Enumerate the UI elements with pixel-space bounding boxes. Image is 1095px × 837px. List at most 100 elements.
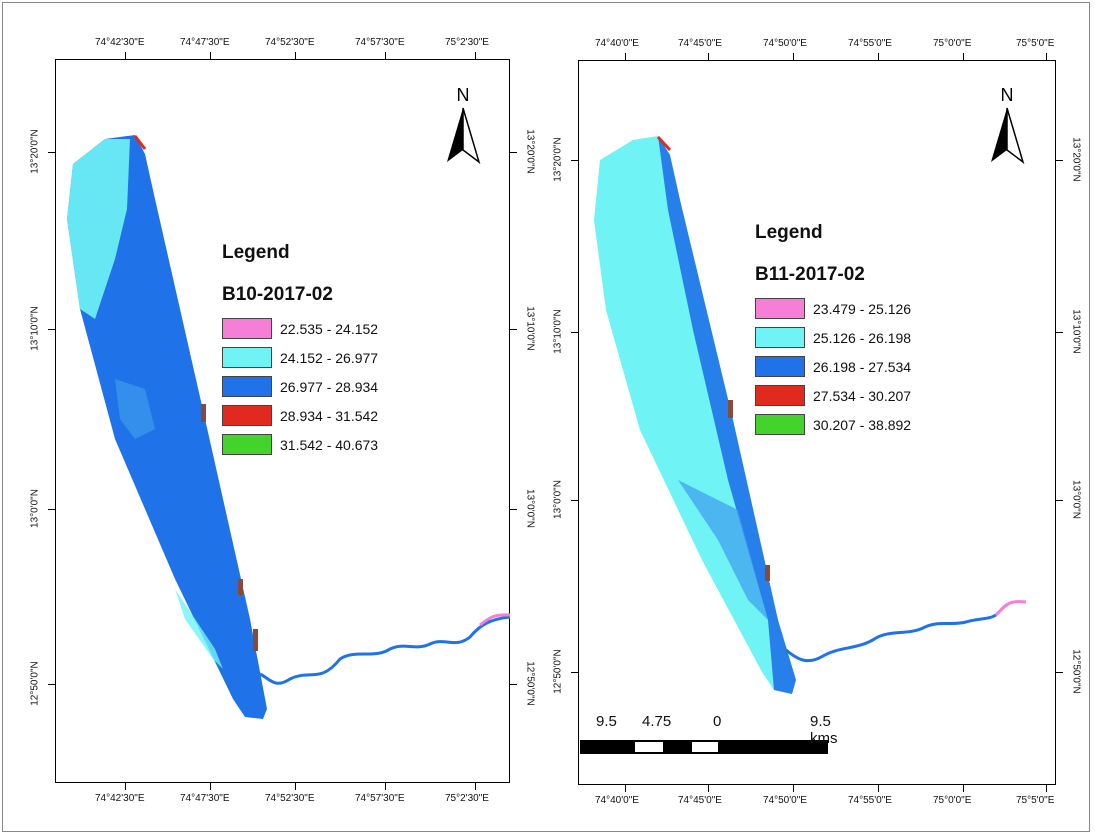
scale-label: 9.5 [596,713,617,730]
legend-row: 24.152 - 26.977 [222,343,378,372]
shore-warm [133,135,147,150]
longitude-label: 74°57'30"E [355,793,405,804]
legend-title: Legend [755,222,823,243]
scale-label: 0 [713,713,722,730]
longitude-label: 74°47'30"E [180,37,230,48]
legend-b11: Legend B11-2017-02 23.479 - 25.126 25.126… [755,222,911,439]
legend-row: 28.934 - 31.542 [222,401,378,430]
legend-range-label: 28.934 - 31.542 [280,407,379,424]
river [785,613,997,663]
graticule-tick [210,52,211,59]
graticule-tick [1056,332,1063,333]
longitude-label: 74°57'30"E [355,37,405,48]
legend-swatch [222,434,272,455]
longitude-label: 74°45'0"E [678,795,722,806]
scale-label: 9.5 kms [810,713,838,747]
legend-row: 26.977 - 28.934 [222,372,378,401]
longitude-label: 75°0'0"E [933,795,972,806]
graticule-tick [708,785,709,792]
latitude-label: 13°20'0"N [552,137,564,182]
graticule-tick [510,509,517,510]
latitude-label: 13°10'0"N [29,306,41,351]
graticule-tick [571,332,578,333]
water-dark-edge [658,136,796,694]
legend-row: 30.207 - 38.892 [755,410,911,439]
legend-range-label: 26.977 - 28.934 [280,378,379,395]
longitude-label: 74°50'0"E [763,795,807,806]
water-light-patch [175,589,223,669]
legend-range-label: 24.152 - 26.977 [280,349,379,366]
legend-range-label: 27.534 - 30.207 [813,387,912,404]
north-arrow-icon [991,107,1025,164]
graticule-tick [475,52,476,59]
longitude-label: 75°5'0"E [1016,795,1055,806]
shore-warm [656,135,672,152]
legend-swatch [222,347,272,368]
legend-subtitle: B10-2017-02 [222,284,333,305]
longitude-label: 74°40'0"E [595,795,639,806]
graticule-tick [625,785,626,792]
graticule-tick [793,785,794,792]
longitude-label: 74°47'30"E [180,793,230,804]
graticule-tick [963,53,964,60]
scale-label: 4.75 [642,713,672,730]
river [259,615,510,685]
legend-row: 31.542 - 40.673 [222,430,378,459]
shore-warm [201,404,206,422]
legend-b10: Legend B10-2017-02 22.535 - 24.152 24.152… [222,242,378,459]
graticule-tick [1056,500,1063,501]
graticule-tick [1046,785,1047,792]
scale-bar: 9.5 4.75 0 9.5 kms [580,713,838,758]
longitude-label: 75°0'0"E [933,38,972,49]
latitude-label: 13°0'0"N [552,480,564,519]
legend-row: 27.534 - 30.207 [755,381,911,410]
north-arrow: N [987,85,1027,165]
legend-swatch [222,405,272,426]
scale-labels: 9.5 4.75 0 9.5 kms [580,713,838,747]
latitude-label: 13°0'0"N [1070,480,1082,519]
graticule-tick [510,684,517,685]
legend-subtitle: B11-2017-02 [755,264,865,285]
shore-warm [728,400,733,418]
longitude-label: 75°2'30"E [445,793,489,804]
latitude-label: 12°50'0"N [29,661,41,706]
legend-swatch [755,385,805,406]
north-label: N [1000,85,1014,105]
graticule-tick [878,785,879,792]
graticule-tick [1056,672,1063,673]
graticule-tick [571,500,578,501]
latitude-label: 12°50'0"N [552,649,564,694]
latitude-label: 13°20'0"N [1070,137,1082,182]
latitude-label: 13°0'0"N [29,489,41,528]
shore-warm [253,629,258,651]
latitude-label: 13°0'0"N [524,489,536,528]
legend-rows: 23.479 - 25.126 25.126 - 26.198 26.198 - 2… [755,294,911,439]
legend-range-label: 22.535 - 24.152 [280,320,379,337]
graticule-tick [878,53,879,60]
north-label: N [456,85,470,105]
graticule-tick [385,783,386,790]
longitude-label: 74°55'0"E [848,795,892,806]
graticule-tick [625,53,626,60]
legend-row: 25.126 - 26.198 [755,323,911,352]
river-upstream [479,613,510,627]
legend-swatch [755,298,805,319]
latitude-label: 13°20'0"N [29,129,41,174]
longitude-label: 74°52'30"E [265,793,315,804]
scale-bar-graphic [580,740,828,754]
graticule-tick [708,53,709,60]
graticule-tick [48,684,55,685]
north-arrow-icon [447,107,481,164]
graticule-tick [475,783,476,790]
latitude-label: 12°50'0"N [1070,649,1082,694]
longitude-label: 74°52'30"E [265,37,315,48]
legend-swatch [755,327,805,348]
graticule-tick [210,783,211,790]
graticule-tick [510,329,517,330]
graticule-tick [48,509,55,510]
latitude-label: 13°10'0"N [1070,309,1082,354]
latitude-label: 12°50'0"N [524,661,536,706]
graticule-tick [295,52,296,59]
legend-range-label: 26.198 - 27.534 [813,358,912,375]
legend-row: 26.198 - 27.534 [755,352,911,381]
